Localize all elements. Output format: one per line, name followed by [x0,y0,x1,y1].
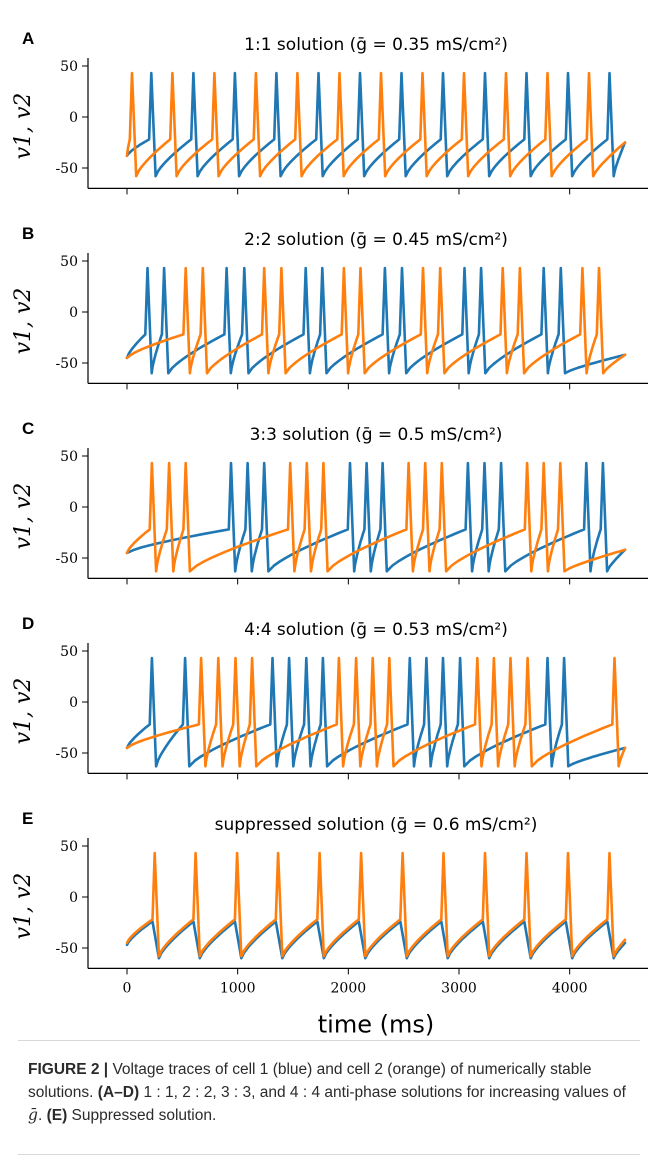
y-tick-label: -50 [55,941,78,957]
x-tick-label: 2000 [331,980,367,996]
y-tick-label: 50 [60,644,78,660]
caption-text-4: Suppressed solution. [67,1107,217,1124]
panel-letter: B [22,224,34,243]
series-cell2-line [125,71,627,178]
series-cell2-line [125,266,627,375]
series-cell1-line [125,71,627,178]
caption-text-1: Voltage traces of cell 1 (blue) and cell… [28,1061,592,1101]
y-tick-label: 0 [69,695,78,711]
caption-panels-ad: (A–D) [97,1084,140,1101]
panel-title: 4:4 solution (ḡ = 0.53 mS/cm²) [244,620,508,640]
y-tick-label: 50 [60,254,78,270]
y-tick-label: -50 [55,161,78,177]
series-cell1-line [125,461,627,573]
panel-letter: C [22,419,34,438]
panel-title: 3:3 solution (ḡ = 0.5 mS/cm²) [250,425,503,445]
figure-caption: FIGURE 2 | Voltage traces of cell 1 (blu… [28,1058,640,1127]
x-axis-label: time (ms) [318,1010,434,1038]
panel-title: 1:1 solution (ḡ = 0.35 mS/cm²) [244,35,508,55]
y-tick-label: -50 [55,356,78,372]
y-tick-label: -50 [55,551,78,567]
series-cell1-line [125,266,627,375]
x-tick-label: 3000 [441,980,477,996]
caption-figure-label: FIGURE 2 | [28,1061,109,1078]
x-tick-label: 0 [123,980,132,996]
y-tick-label: 0 [69,500,78,516]
panel-letter: D [22,614,34,633]
y-tick-label: -50 [55,746,78,762]
y-tick-label: 50 [60,449,78,465]
series-cell2-line [125,461,627,573]
y-tick-label: 50 [60,839,78,855]
y-axis-label: v1, v2 [11,678,36,745]
caption-text-3: . [37,1107,47,1124]
series-cell2-line [125,851,627,958]
panel-letter: E [22,809,33,828]
caption-text-2: 1 : 1, 2 : 2, 3 : 3, and 4 : 4 anti-phas… [139,1084,626,1101]
panel-title: suppressed solution (ḡ = 0.6 mS/cm²) [215,815,538,835]
series-cell2-line [125,656,627,768]
y-tick-label: 0 [69,110,78,126]
y-axis-label: v1, v2 [11,288,36,355]
series-cell1-line [125,656,627,768]
y-axis-label: v1, v2 [11,483,36,550]
x-tick-label: 4000 [552,980,588,996]
y-tick-label: 0 [69,305,78,321]
panel-title: 2:2 solution (ḡ = 0.45 mS/cm²) [244,230,508,250]
caption-panel-e: (E) [46,1107,68,1124]
y-axis-label: v1, v2 [11,93,36,160]
y-axis-label: v1, v2 [11,873,36,940]
y-tick-label: 50 [60,59,78,75]
caption-divider [18,1040,640,1041]
x-tick-label: 1000 [220,980,256,996]
panel-letter: A [22,29,34,48]
y-tick-label: 0 [69,890,78,906]
figure: A 1:1 solution (ḡ = 0.35 mS/cm²) v1, v2 50 0… [11,29,648,1038]
caption-gbar: ḡ [28,1106,38,1124]
